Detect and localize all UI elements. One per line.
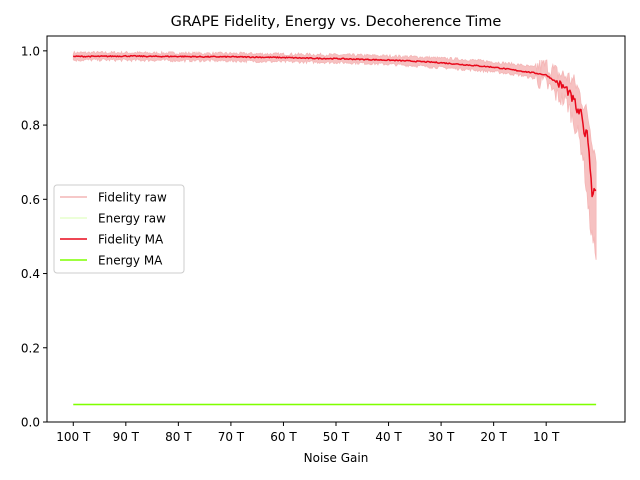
y-axis-ticks: 0.0 0.2 0.4 0.6 0.8 1.0 xyxy=(21,44,47,430)
x-tick-label: 100 T xyxy=(56,430,91,444)
y-tick-label: 0.6 xyxy=(21,193,40,207)
x-tick-label: 70 T xyxy=(218,430,245,444)
x-tick-label: 90 T xyxy=(113,430,140,444)
x-tick-label: 20 T xyxy=(480,430,507,444)
series-layer xyxy=(72,50,597,406)
legend-label: Fidelity raw xyxy=(98,191,167,205)
legend: Fidelity raw Energy raw Fidelity MA Energy … xyxy=(53,184,185,274)
series-fidelity-ma-line xyxy=(72,54,597,198)
y-tick-label: 1.0 xyxy=(21,44,40,58)
x-axis-label: Noise Gain xyxy=(304,451,369,465)
x-tick-label: 80 T xyxy=(165,430,192,444)
x-tick-label: 50 T xyxy=(323,430,350,444)
legend-label: Energy MA xyxy=(98,254,163,268)
x-axis-ticks: 100 T 90 T 80 T 70 T 60 T 50 T 40 T 30 T 20 T 10 … xyxy=(56,422,560,444)
plot-area: 100 T 90 T 80 T 70 T 60 T 50 T 40 T 30 T 20 T 10 … xyxy=(21,35,626,444)
series-fidelity-raw-band xyxy=(72,50,597,260)
chart-title: GRAPE Fidelity, Energy vs. Decoherence T… xyxy=(171,14,502,30)
y-tick-label: 0.8 xyxy=(21,119,40,133)
x-tick-label: 30 T xyxy=(428,430,455,444)
legend-label: Fidelity MA xyxy=(98,233,164,247)
legend-label: Energy raw xyxy=(98,212,166,226)
y-tick-label: 0.4 xyxy=(21,267,40,281)
x-tick-label: 10 T xyxy=(533,430,560,444)
y-tick-label: 0.2 xyxy=(21,341,40,355)
y-tick-label: 0.0 xyxy=(21,416,40,430)
legend-box xyxy=(53,184,185,274)
x-tick-label: 40 T xyxy=(375,430,402,444)
x-tick-label: 60 T xyxy=(270,430,297,444)
